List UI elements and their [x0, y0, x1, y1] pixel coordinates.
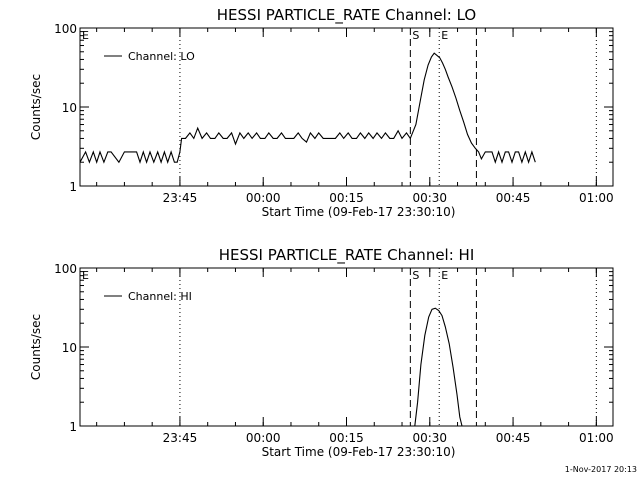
y-tick-label: 10	[62, 341, 77, 355]
y-axis-label: Counts/sec	[29, 314, 43, 380]
x-tick-label: 00:00	[246, 431, 281, 445]
x-tick-label: 00:00	[246, 191, 281, 205]
x-tick-label: 23:45	[163, 431, 198, 445]
chart-panel-lo: HESSI PARTICLE_RATE Channel: LO 1 10 100 Cou…	[29, 6, 614, 219]
series-line	[414, 307, 463, 427]
event-marker-label: E	[82, 29, 89, 42]
chart-panel-hi: HESSI PARTICLE_RATE Channel: HI 1 10 100 Cou…	[29, 246, 614, 459]
event-marker-label: S	[412, 269, 419, 282]
y-tick-label: 1	[69, 180, 77, 194]
series-line	[79, 52, 536, 165]
y-tick-label: 1	[69, 420, 77, 434]
x-tick-label: 01:00	[579, 191, 614, 205]
legend-label: Channel: LO	[128, 50, 195, 63]
event-marker-label: E	[441, 29, 448, 42]
y-axis-label: Counts/sec	[29, 74, 43, 140]
x-tick-label: 01:00	[579, 431, 614, 445]
x-tick-label: 00:15	[329, 431, 364, 445]
x-tick-label: 00:45	[496, 431, 531, 445]
event-marker-label: E	[82, 269, 89, 282]
event-marker-label: E	[441, 269, 448, 282]
legend-label: Channel: HI	[128, 290, 192, 303]
chart-title: HESSI PARTICLE_RATE Channel: LO	[217, 6, 476, 25]
footer-timestamp: 1-Nov-2017 20:13	[565, 465, 637, 474]
chart-title: HESSI PARTICLE_RATE Channel: HI	[219, 246, 475, 265]
x-axis-label: Start Time (09-Feb-17 23:30:10)	[262, 205, 456, 219]
x-tick-label: 00:30	[412, 431, 447, 445]
x-tick-label: 23:45	[163, 191, 198, 205]
y-tick-label: 10	[62, 101, 77, 115]
x-tick-label: 00:30	[412, 191, 447, 205]
x-axis-label: Start Time (09-Feb-17 23:30:10)	[262, 445, 456, 459]
y-tick-label: 100	[54, 22, 77, 36]
x-tick-label: 00:15	[329, 191, 364, 205]
x-tick-label: 00:45	[496, 191, 531, 205]
y-tick-label: 100	[54, 262, 77, 276]
event-marker-label: S	[412, 29, 419, 42]
